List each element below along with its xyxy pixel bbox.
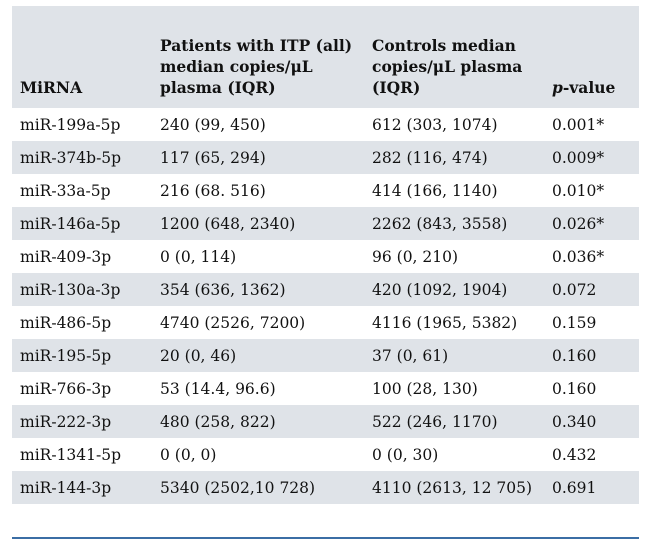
cell-mirna: miR-130a-3p <box>20 280 121 299</box>
header-row: MiRNA Patients with ITP (all) median cop… <box>12 6 639 108</box>
table-row: miR-374b-5p 117 (65, 294) 282 (116, 474) 0.… <box>12 141 639 174</box>
cell-controls: 522 (246, 1170) <box>372 412 498 431</box>
cell-mirna: miR-486-5p <box>20 313 112 332</box>
table-row: miR-409-3p 0 (0, 114) 96 (0, 210) 0.036* <box>12 240 639 273</box>
cell-pvalue: 0.010* <box>552 181 605 200</box>
table-row: miR-146a-5p 1200 (648, 2340) 2262 (843, 35… <box>12 207 639 240</box>
table-row: miR-144-3p 5340 (2502,10 728) 4110 (2613, … <box>12 471 639 504</box>
cell-mirna: miR-374b-5p <box>20 148 122 167</box>
table-row: miR-766-3p 53 (14.4, 96.6) 100 (28, 130) 0.… <box>12 372 639 405</box>
cell-controls: 37 (0, 61) <box>372 346 449 365</box>
cell-pvalue: 0.159 <box>552 313 597 332</box>
table-header: MiRNA Patients with ITP (all) median cop… <box>12 6 639 108</box>
cell-patients: 1200 (648, 2340) <box>160 214 296 233</box>
cell-controls: 414 (166, 1140) <box>372 181 498 200</box>
table-row: miR-199a-5p 240 (99, 450) 612 (303, 1074) 0… <box>12 108 639 141</box>
cell-mirna: miR-199a-5p <box>20 115 121 134</box>
cell-mirna: miR-33a-5p <box>20 181 111 200</box>
cell-pvalue: 0.026* <box>552 214 605 233</box>
table-row: miR-222-3p 480 (258, 822) 522 (246, 1170) 0… <box>12 405 639 438</box>
cell-controls: 282 (116, 474) <box>372 148 488 167</box>
header-pvalue-p: p <box>552 78 563 97</box>
cell-controls: 420 (1092, 1904) <box>372 280 508 299</box>
cell-patients: 53 (14.4, 96.6) <box>160 379 276 398</box>
cell-patients: 20 (0, 46) <box>160 346 237 365</box>
cell-mirna: miR-144-3p <box>20 478 112 497</box>
cell-mirna: miR-222-3p <box>20 412 112 431</box>
cell-mirna: miR-766-3p <box>20 379 112 398</box>
cell-mirna: miR-146a-5p <box>20 214 121 233</box>
cell-pvalue: 0.691 <box>552 478 597 497</box>
table-row: miR-130a-3p 354 (636, 1362) 420 (1092, 190… <box>12 273 639 306</box>
cell-mirna: miR-409-3p <box>20 247 112 266</box>
cell-pvalue: 0.160 <box>552 379 597 398</box>
cell-controls: 100 (28, 130) <box>372 379 478 398</box>
table-row: miR-1341-5p 0 (0, 0) 0 (0, 30) 0.432 <box>12 438 639 471</box>
mirna-table-container: MiRNA Patients with ITP (all) median cop… <box>12 6 639 539</box>
table-row: miR-33a-5p 216 (68. 516) 414 (166, 1140) 0.… <box>12 174 639 207</box>
cell-pvalue: 0.340 <box>552 412 597 431</box>
cell-mirna: miR-195-5p <box>20 346 112 365</box>
header-controls: Controls median copies/μL plasma (IQR) <box>372 36 523 97</box>
cell-patients: 5340 (2502,10 728) <box>160 478 316 497</box>
table-row: miR-486-5p 4740 (2526, 7200) 4116 (1965, 5… <box>12 306 639 339</box>
cell-mirna: miR-1341-5p <box>20 445 122 464</box>
cell-patients: 480 (258, 822) <box>160 412 276 431</box>
cell-controls: 4116 (1965, 5382) <box>372 313 518 332</box>
cell-pvalue: 0.432 <box>552 445 597 464</box>
bottom-rule <box>12 537 639 539</box>
cell-patients: 216 (68. 516) <box>160 181 266 200</box>
cell-pvalue: 0.160 <box>552 346 597 365</box>
cell-patients: 117 (65, 294) <box>160 148 266 167</box>
header-patients: Patients with ITP (all) median copies/μL… <box>160 36 353 97</box>
cell-pvalue: 0.036* <box>552 247 605 266</box>
header-pvalue-rest: -value <box>562 78 616 97</box>
header-pvalue: p-value <box>544 6 639 108</box>
cell-patients: 0 (0, 0) <box>160 445 217 464</box>
cell-pvalue: 0.009* <box>552 148 605 167</box>
cell-controls: 96 (0, 210) <box>372 247 459 266</box>
header-mirna: MiRNA <box>20 78 83 97</box>
cell-controls: 4110 (2613, 12 705) <box>372 478 533 497</box>
cell-controls: 612 (303, 1074) <box>372 115 498 134</box>
cell-controls: 0 (0, 30) <box>372 445 439 464</box>
cell-pvalue: 0.072 <box>552 280 597 299</box>
cell-patients: 240 (99, 450) <box>160 115 266 134</box>
table-row: miR-195-5p 20 (0, 46) 37 (0, 61) 0.160 <box>12 339 639 372</box>
cell-controls: 2262 (843, 3558) <box>372 214 508 233</box>
cell-patients: 4740 (2526, 7200) <box>160 313 306 332</box>
cell-pvalue: 0.001* <box>552 115 605 134</box>
table-body: miR-199a-5p 240 (99, 450) 612 (303, 1074) 0… <box>12 108 639 504</box>
cell-patients: 354 (636, 1362) <box>160 280 286 299</box>
mirna-table: MiRNA Patients with ITP (all) median cop… <box>12 6 639 504</box>
cell-patients: 0 (0, 114) <box>160 247 237 266</box>
